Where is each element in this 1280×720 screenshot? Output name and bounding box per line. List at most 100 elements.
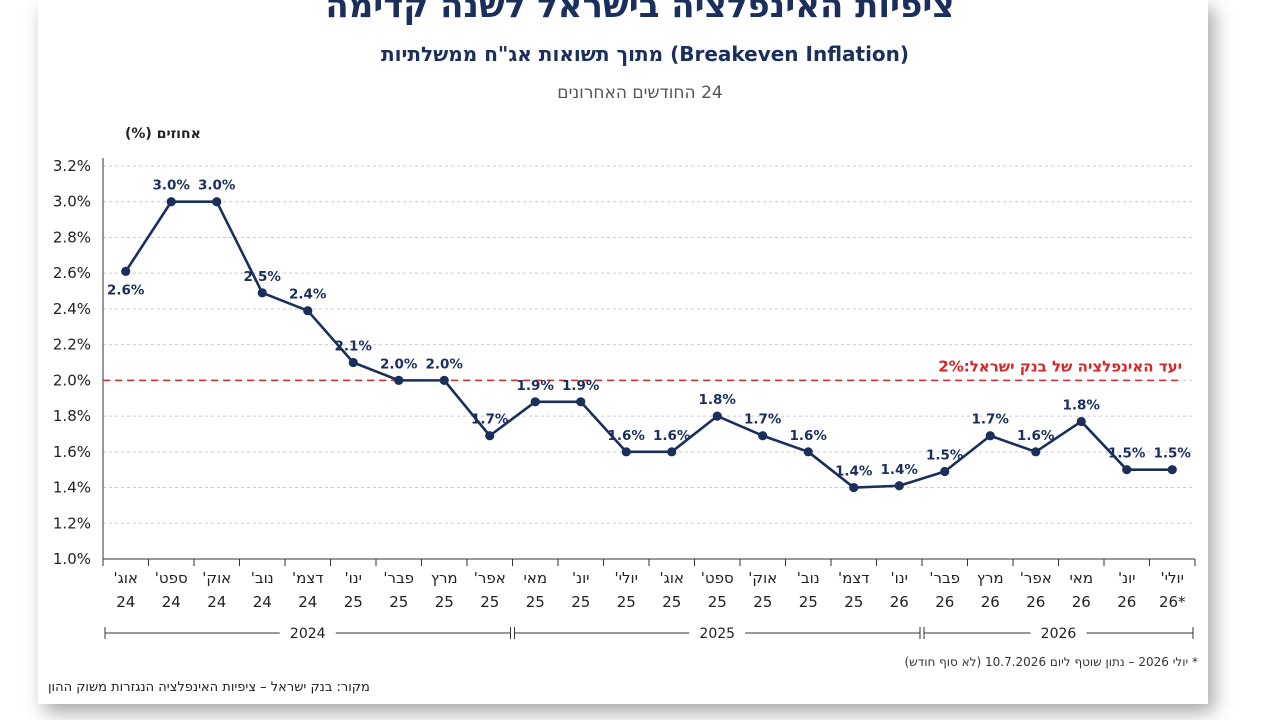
data-point	[849, 482, 859, 493]
chart-period: 24 החודשים האחרונים	[557, 83, 723, 103]
x-tick-year: 26	[890, 593, 909, 611]
data-label: 2.0%	[380, 356, 418, 372]
x-tick-month: אפר'	[1020, 569, 1052, 587]
chart-card	[38, 0, 1208, 704]
x-tick-year: 25	[389, 593, 408, 611]
data-label: 3.0%	[198, 178, 236, 194]
data-label: 2.5%	[244, 269, 282, 285]
data-point	[712, 411, 722, 421]
x-tick-year: 25	[344, 593, 363, 611]
y-tick-label: 3.0%	[53, 193, 91, 211]
data-point	[1122, 465, 1132, 475]
x-tick-year: 24	[253, 593, 272, 611]
y-tick-label: 3.2%	[53, 157, 91, 175]
x-tick-month: מאי	[523, 569, 547, 587]
x-tick-year: 25	[435, 593, 454, 611]
data-label: 1.8%	[1063, 397, 1101, 413]
data-label: 1.7%	[744, 412, 782, 428]
data-point	[985, 431, 995, 441]
data-point	[121, 266, 131, 276]
x-tick-year: 24	[207, 593, 226, 611]
target-line-label: יעד האינפלציה של בנק ישראל:2%	[938, 357, 1182, 375]
x-tick-year: 26	[1026, 593, 1045, 611]
series-line	[124, 200, 1173, 489]
data-point	[439, 375, 449, 385]
data-point	[257, 288, 267, 298]
data-point	[758, 431, 768, 441]
x-tick-month: נוב'	[251, 569, 274, 587]
data-label: 1.6%	[790, 428, 828, 444]
data-label: 1.4%	[881, 462, 919, 478]
data-point	[485, 431, 495, 441]
y-tick-label: 1.2%	[53, 514, 91, 532]
data-point	[1076, 416, 1086, 427]
y-tick-label: 1.8%	[53, 407, 91, 425]
x-tick-month: מרץ	[977, 569, 1004, 587]
x-tick-year: 26	[1072, 593, 1091, 611]
y-axis-label: אחוזים (%)	[125, 126, 201, 142]
x-tick-month: דצמ'	[292, 569, 323, 587]
x-tick-year: 25	[799, 593, 818, 611]
data-point	[940, 466, 950, 477]
chart-subtitle: מתוך תשואות אג"ח ממשלתיות (Breakeven Inf…	[380, 42, 910, 66]
x-tick-month: פבר'	[929, 569, 960, 587]
y-tick-label: 2.8%	[53, 228, 91, 246]
x-tick-month: ינו'	[890, 569, 908, 587]
source-note: מקור: בנק ישראל – ציפיות האינפלציה הנגזר…	[48, 680, 370, 695]
x-tick-month: אוג'	[660, 569, 684, 587]
y-tick-label: 1.0%	[53, 550, 91, 568]
data-label: 1.5%	[926, 447, 964, 463]
x-tick-year: 26*	[1159, 593, 1186, 611]
data-point	[530, 397, 540, 407]
x-tick-month: אפר'	[474, 569, 506, 587]
data-label: 2.1%	[335, 339, 373, 355]
x-tick-month: יונ'	[572, 569, 590, 587]
x-tick-year: 25	[844, 593, 863, 611]
data-label: 2.0%	[426, 356, 464, 372]
data-point	[166, 197, 176, 207]
x-tick-year: 24	[116, 593, 135, 611]
x-tick-month: ינו'	[344, 569, 362, 587]
data-point	[621, 447, 631, 457]
x-tick-month: מאי	[1069, 569, 1093, 587]
y-tick-label: 1.6%	[53, 443, 91, 461]
x-tick-year: 26	[1117, 593, 1136, 611]
data-label: 1.5%	[1154, 446, 1192, 462]
data-label: 1.4%	[835, 464, 873, 480]
data-label: 2.6%	[107, 282, 145, 298]
data-label: 1.7%	[471, 412, 509, 428]
data-label: 1.9%	[562, 378, 600, 394]
data-label: 1.6%	[653, 428, 691, 444]
data-label: 2.4%	[289, 287, 327, 303]
x-tick-month: ספט'	[701, 569, 734, 587]
x-tick-month: אוק'	[748, 569, 777, 587]
footnote: * יולי 2026 – נתון שוטף ליום 10.7.2026 (…	[904, 655, 1198, 669]
year-group-label: 2024	[290, 626, 326, 642]
data-point	[212, 197, 222, 207]
year-group-label: 2025	[699, 626, 735, 642]
data-label: 1.9%	[517, 378, 555, 394]
y-tick-label: 2.2%	[53, 336, 91, 354]
x-tick-month: יולי'	[1161, 569, 1184, 587]
data-point	[576, 397, 586, 407]
data-label: 1.6%	[1017, 428, 1055, 444]
y-tick-label: 2.6%	[53, 264, 91, 282]
x-tick-year: 24	[298, 593, 317, 611]
x-tick-year: 25	[480, 593, 499, 611]
data-label: 1.7%	[972, 412, 1010, 428]
data-point	[394, 375, 404, 385]
x-tick-year: 26	[935, 593, 954, 611]
data-point	[1031, 447, 1041, 457]
y-tick-label: 1.4%	[53, 479, 91, 497]
x-tick-month: פבר'	[383, 569, 414, 587]
data-label: 1.6%	[608, 428, 646, 444]
x-tick-month: דצמ'	[838, 569, 869, 587]
data-label: 1.5%	[1108, 446, 1146, 462]
x-tick-month: אוג'	[114, 569, 138, 587]
y-tick-label: 2.0%	[53, 371, 91, 389]
x-tick-month: נוב'	[797, 569, 820, 587]
data-point	[803, 447, 813, 457]
x-tick-month: ספט'	[155, 569, 188, 587]
x-tick-year: 25	[526, 593, 545, 611]
x-tick-year: 25	[662, 593, 681, 611]
